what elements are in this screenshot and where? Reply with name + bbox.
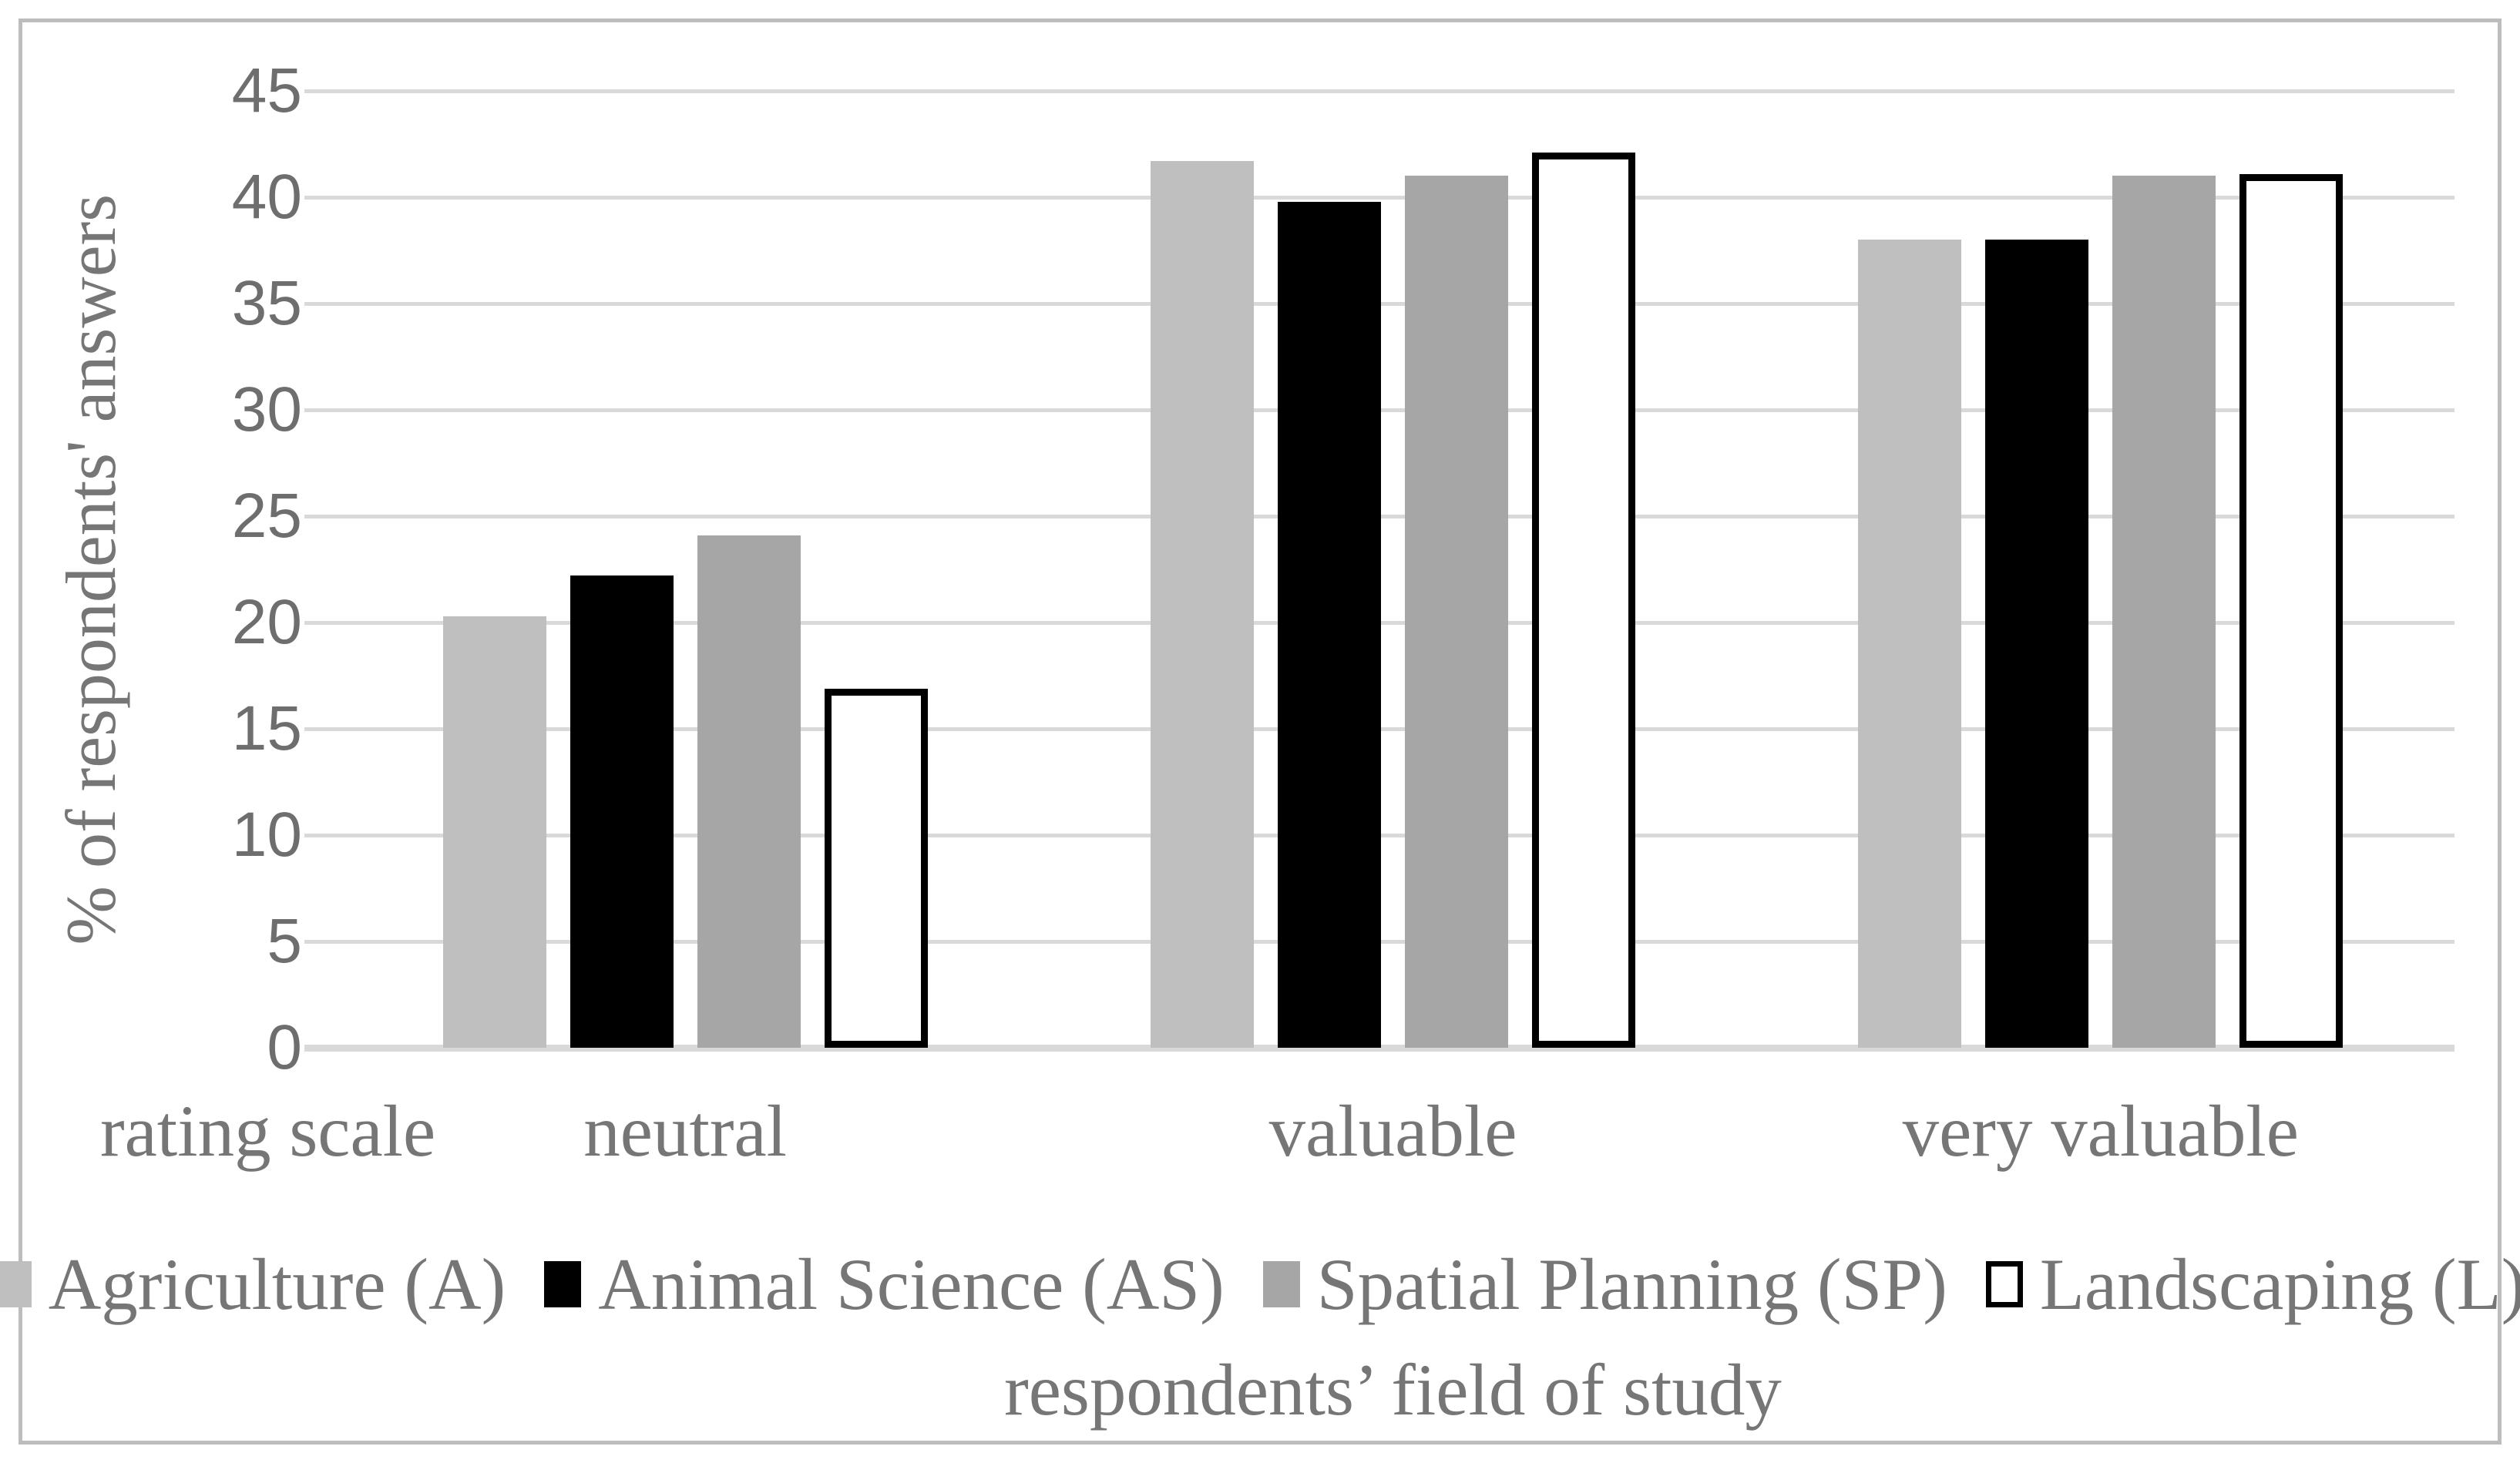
bar <box>2239 174 2344 1048</box>
legend-label: Landscaping (L) <box>2039 1243 2520 1325</box>
bar <box>1278 202 1381 1048</box>
bar <box>1405 176 1508 1048</box>
y-tick-label: 15 <box>231 693 302 763</box>
x-axis-line <box>304 1045 2454 1052</box>
gridline <box>304 89 2454 93</box>
y-tick-label: 35 <box>231 268 302 338</box>
bar <box>824 689 928 1048</box>
legend-swatch-icon <box>1985 1261 2023 1307</box>
bar <box>1151 161 1254 1048</box>
y-tick-label: 40 <box>231 162 302 232</box>
legend-label: Spatial Planning (SP) <box>1316 1243 1947 1325</box>
x-axis-title: respondents’ field of study <box>1004 1349 1782 1431</box>
plot-area <box>304 89 2454 1052</box>
y-tick-label: 20 <box>231 587 302 657</box>
x-axis-prefix-label: rating scale <box>100 1090 436 1172</box>
chart-legend: Agriculture (A) Animal Science (AS) Spatia… <box>0 1242 2520 1327</box>
legend-label: Animal Science (AS) <box>598 1243 1225 1325</box>
y-tick-label: 25 <box>231 481 302 551</box>
x-category-label: valuable <box>1268 1090 1517 1172</box>
legend-label: Agriculture (A) <box>48 1243 506 1325</box>
y-tick-label: 10 <box>231 800 302 870</box>
legend-item: Landscaping (L) <box>1985 1242 2520 1327</box>
bar <box>2112 176 2216 1048</box>
x-category-label: very valuable <box>1902 1090 2299 1172</box>
legend-item: Spatial Planning (SP) <box>1262 1242 1947 1327</box>
y-tick-label: 0 <box>267 1012 302 1082</box>
gridline <box>304 196 2454 200</box>
y-tick-label: 45 <box>231 55 302 126</box>
legend-swatch-icon <box>1262 1261 1300 1307</box>
x-category-label: neutral <box>583 1090 788 1172</box>
bar <box>1985 240 2089 1048</box>
bar <box>1858 240 1962 1048</box>
y-axis-title-wrap: % of respondents' answers <box>29 91 153 1048</box>
legend-item: Animal Science (AS) <box>544 1242 1225 1327</box>
legend-item: Agriculture (A) <box>0 1242 506 1327</box>
bar <box>570 575 674 1048</box>
y-tick-label: 5 <box>267 906 302 976</box>
legend-swatch-icon <box>544 1261 582 1307</box>
bar <box>1532 153 1635 1048</box>
bar <box>442 616 546 1048</box>
legend-swatch-icon <box>0 1261 32 1307</box>
bar <box>697 535 801 1048</box>
y-tick-label: 30 <box>231 374 302 445</box>
